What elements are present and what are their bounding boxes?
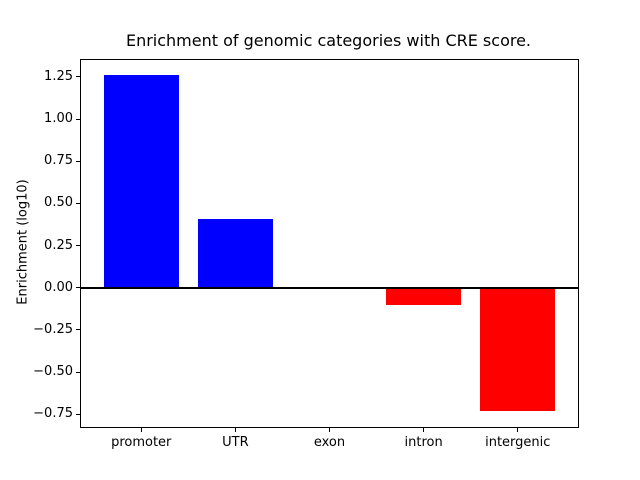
y-tick-label: 1.25: [44, 68, 73, 84]
y-tick-label: 0.50: [44, 195, 73, 211]
x-tick-label: intron: [404, 435, 443, 450]
x-tick-label: exon: [313, 435, 346, 450]
x-tick-label: intergenic: [485, 435, 551, 450]
y-tick-mark: [76, 371, 80, 373]
zero-line: [81, 286, 578, 289]
bar-UTR: [197, 218, 274, 288]
y-tick-mark: [76, 76, 80, 78]
y-tick-label: 1.00: [44, 111, 73, 127]
y-tick-label: 0.00: [44, 279, 73, 295]
x-tick-mark: [234, 428, 236, 432]
chart-title: Enrichment of genomic categories with CR…: [125, 31, 532, 50]
y-tick-mark: [76, 202, 80, 204]
y-tick-label: −0.50: [33, 364, 73, 380]
bar-promoter: [103, 75, 179, 288]
y-tick-mark: [76, 118, 80, 120]
x-tick-mark: [140, 428, 142, 432]
x-tick-label: UTR: [222, 435, 249, 450]
y-tick-label: −0.25: [33, 321, 73, 337]
x-tick-mark: [423, 428, 425, 432]
y-tick-mark: [76, 329, 80, 331]
bar-intergenic: [480, 287, 556, 411]
y-tick-label: 0.25: [44, 237, 73, 253]
x-tick-mark: [329, 428, 330, 432]
y-tick-label: −0.75: [33, 406, 73, 422]
y-tick-mark: [76, 160, 80, 162]
x-tick-label: promoter: [111, 435, 172, 450]
x-tick-mark: [517, 428, 519, 432]
bar-intron: [385, 287, 462, 305]
plot-area: 1.25 1.00 0.75 0.50 0.25 0.00 −0.25 −0.50 −0.75 p…: [33, 59, 579, 450]
y-tick-mark: [76, 245, 80, 247]
y-tick-mark: [76, 287, 80, 289]
y-tick-label: 0.75: [44, 153, 73, 169]
y-tick-mark: [76, 413, 80, 415]
